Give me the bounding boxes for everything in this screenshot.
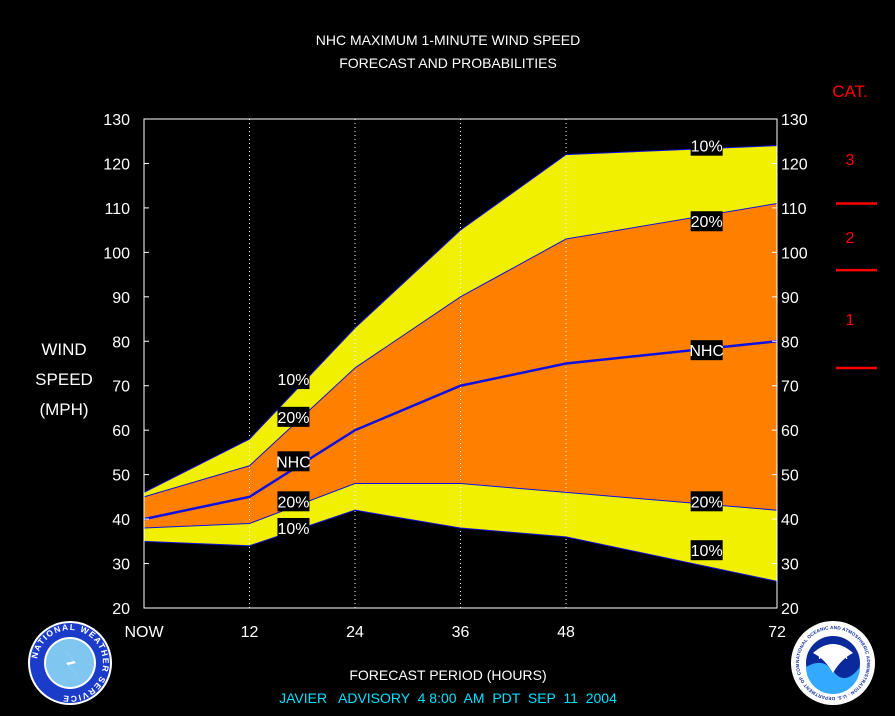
band-label: NHC [276, 451, 311, 472]
category-heading: CAT. [832, 82, 868, 101]
band-label: 10% [690, 540, 723, 561]
x-tick-label: 48 [557, 624, 575, 641]
x-tick-label: 24 [346, 624, 364, 641]
band-label-box [277, 451, 310, 472]
band-label: NHC [689, 340, 724, 361]
chart-title: NHC MAXIMUM 1-MINUTE WIND SPEED FORECAST… [316, 32, 580, 71]
series-line-upper_10 [143, 145, 778, 493]
band-label: 10% [277, 517, 310, 538]
y-axis-right: 20 30 40 50 60 70 80 90 100 110 120 130 [772, 112, 808, 618]
ylabel-line-2: SPEED [35, 370, 93, 389]
series-line-upper_20 [143, 202, 778, 498]
y-tick-label-right: 30 [781, 557, 799, 574]
y-tick-label-right: 20 [781, 601, 799, 618]
plot-frame [143, 118, 778, 609]
band-label: 20% [277, 406, 310, 427]
x-tick-label: 72 [768, 624, 786, 641]
category-label: 1 [846, 312, 855, 329]
category-label: 3 [846, 152, 855, 169]
y-tick-label-right: 40 [781, 512, 799, 529]
band-label: 20% [690, 491, 723, 512]
svg-text:NOAA: NOAA [818, 651, 847, 662]
band-label-text: 10% [691, 139, 723, 156]
y-tick-label-right: 90 [781, 290, 799, 307]
y-tick-label-left: 130 [103, 112, 130, 129]
y-tick-label-right: 50 [781, 468, 799, 485]
x-tick-label: 12 [241, 624, 259, 641]
band-label-text: 20% [691, 214, 723, 231]
band-label: 20% [277, 491, 310, 512]
y-tick-label-right: 120 [781, 156, 808, 173]
y-tick-label-left: 30 [112, 557, 130, 574]
y-tick-label-left: 40 [112, 512, 130, 529]
title-line-2: FORECAST AND PROBABILITIES [339, 55, 557, 71]
band-label-box [277, 517, 310, 538]
x-axis-label: FORECAST PERIOD (HOURS) [349, 667, 546, 683]
y-axis-left: 20 30 40 50 60 70 80 90 100 110 120 130 [103, 112, 149, 618]
y-tick-label-left: 70 [112, 379, 130, 396]
band-label-box [277, 406, 310, 427]
y-tick-label-left: 80 [112, 334, 130, 351]
category-label: 2 [846, 230, 855, 247]
band-label-text: NHC [689, 343, 724, 360]
band-20-percent [144, 203, 777, 528]
series-line-lower_10 [143, 509, 778, 582]
ylabel-line-3: (MPH) [39, 400, 88, 419]
band-label-box [690, 135, 723, 156]
band-label-box [690, 340, 723, 361]
y-tick-label-right: 60 [781, 423, 799, 440]
noaa-logo: NOAA NATIONAL OCEANIC AND ATMOSPHERIC AD… [791, 621, 875, 705]
y-tick-label-left: 60 [112, 423, 130, 440]
seagull-icon [813, 644, 853, 673]
band-label: 20% [690, 211, 723, 232]
probability-lines [143, 145, 778, 582]
band-label: 10% [690, 135, 723, 156]
series-line-nhc [143, 340, 778, 521]
advisory-footer: JAVIER ADVISORY 4 8:00 AM PDT SEP 11 200… [279, 690, 617, 706]
x-tick-label: 36 [452, 624, 470, 641]
y-tick-label-left: 50 [112, 468, 130, 485]
band-label-text: 10% [277, 372, 309, 389]
saffir-simpson-category-scale: CAT. 1 2 3 [832, 82, 877, 370]
y-tick-label-left: 120 [103, 156, 130, 173]
band-label-text: NHC [276, 454, 311, 471]
y-tick-label-left: 110 [104, 201, 130, 218]
y-axis-label: WIND SPEED (MPH) [35, 340, 93, 419]
band-label-box [277, 369, 310, 390]
band-label-text: 10% [691, 543, 723, 560]
y-tick-label-right: 100 [781, 245, 808, 262]
x-tick-label: NOW [124, 624, 164, 641]
nws-logo: NATIONAL WEATHER SERVICE [28, 621, 112, 705]
y-tick-label-right: 80 [781, 334, 799, 351]
y-tick-label-right: 130 [781, 112, 808, 129]
band-label-box [690, 211, 723, 232]
band-label-box [690, 491, 723, 512]
band-label: 10% [277, 369, 310, 390]
band-label-text: 10% [277, 521, 309, 538]
band-labels: 10% 20% NHC 20% 10% 10% 20% NHC 20% 10% [276, 135, 724, 561]
lightning-icon [60, 645, 82, 681]
series-line-lower_20 [143, 483, 778, 529]
y-tick-label-left: 90 [112, 290, 130, 307]
ylabel-line-1: WIND [41, 340, 86, 359]
x-axis: NOW 12 24 36 48 72 [124, 624, 786, 641]
band-label-text: 20% [277, 410, 309, 427]
y-tick-label-left: 100 [103, 245, 130, 262]
band-label-text: 20% [691, 494, 723, 511]
band-label-text: 20% [277, 494, 309, 511]
title-line-1: NHC MAXIMUM 1-MINUTE WIND SPEED [316, 32, 580, 48]
band-label-box [690, 540, 723, 561]
y-tick-label-right: 110 [781, 201, 807, 218]
y-tick-label-left: 20 [112, 601, 130, 618]
band-label-box [277, 491, 310, 512]
y-tick-label-right: 70 [781, 379, 799, 396]
